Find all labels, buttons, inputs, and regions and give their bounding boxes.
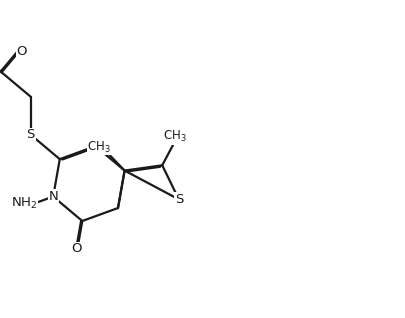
Text: N: N	[48, 190, 58, 203]
Text: S: S	[175, 193, 183, 206]
Text: CH$_3$: CH$_3$	[162, 129, 186, 144]
Text: N: N	[91, 140, 100, 153]
Text: O: O	[71, 242, 82, 255]
Text: S: S	[26, 128, 35, 141]
Text: NH$_2$: NH$_2$	[11, 196, 37, 211]
Text: CH$_3$: CH$_3$	[87, 140, 111, 155]
Text: O: O	[16, 45, 27, 58]
